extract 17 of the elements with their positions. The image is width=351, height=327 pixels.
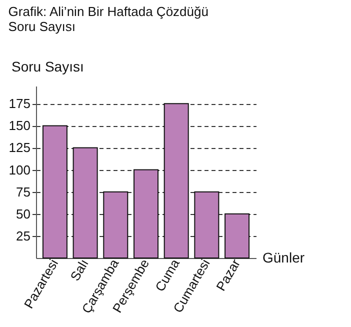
y-tick-label: 50 <box>16 206 30 222</box>
bar <box>164 103 189 258</box>
bar <box>194 191 220 258</box>
x-axis-title: Günler <box>262 250 305 266</box>
bar <box>134 169 158 258</box>
bar <box>103 191 128 258</box>
y-axis-title: Soru Sayısı <box>12 58 84 74</box>
y-tick-label: 100 <box>8 162 30 178</box>
bar <box>224 213 250 258</box>
chart-title: Grafik: Ali’nin Bir Haftada Çözdüğü Soru Sayısı <box>8 4 208 34</box>
y-tick-label: 150 <box>8 118 30 134</box>
bar <box>42 125 68 258</box>
y-tick-label: 25 <box>16 228 30 244</box>
y-tick-label: 75 <box>16 184 30 200</box>
y-tick-label: 175 <box>8 96 30 112</box>
bar <box>72 147 98 258</box>
y-tick-label: 125 <box>8 140 30 156</box>
